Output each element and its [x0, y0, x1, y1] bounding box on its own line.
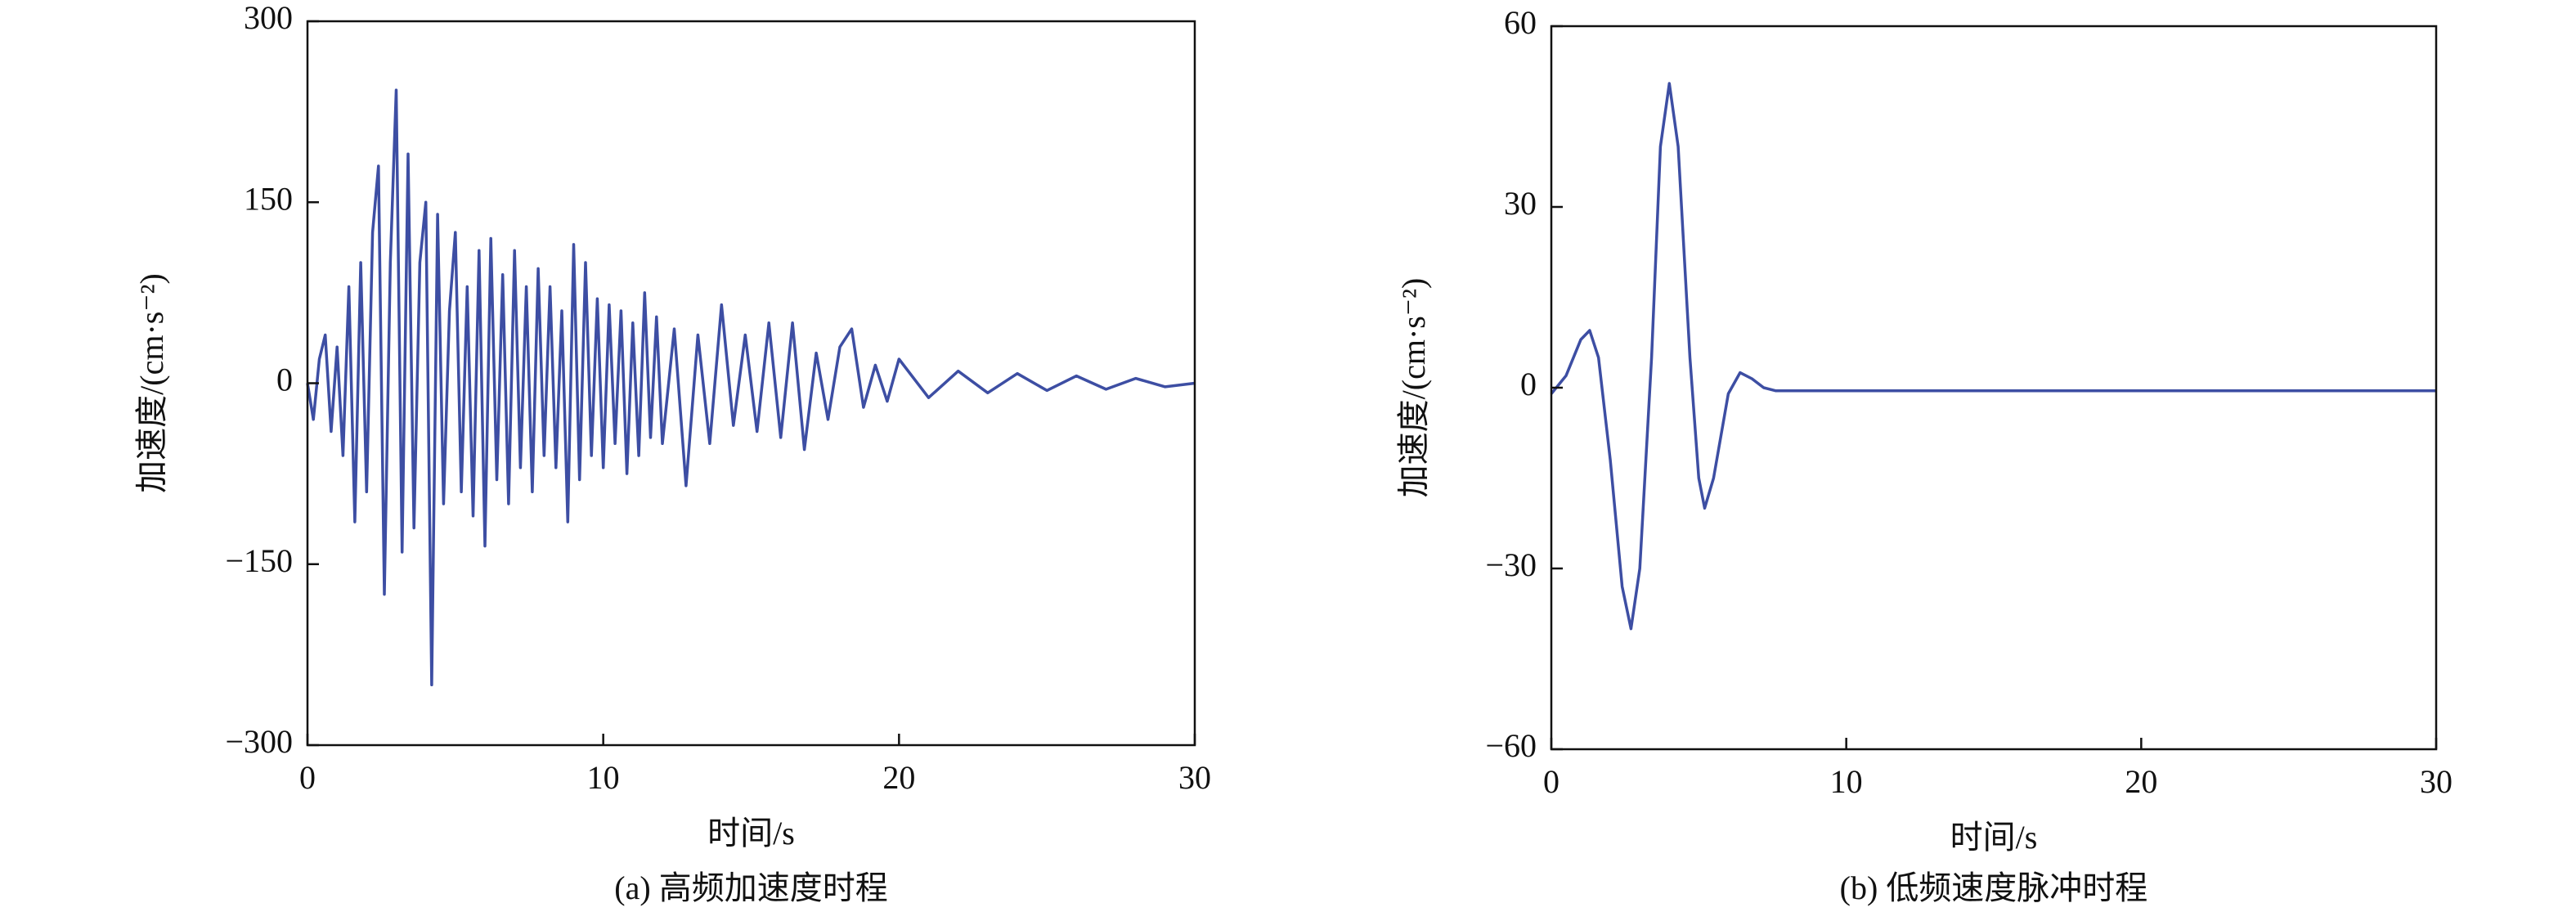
- data-line: [306, 88, 1196, 687]
- y-axis-label: 加速度/(cm·s⁻²): [133, 273, 170, 493]
- caption: (a) 高频加速度时程: [614, 869, 887, 906]
- y-tick-label: 150: [244, 180, 293, 217]
- x-axis-label: 时间/s: [707, 815, 795, 851]
- y-tick-label: −60: [1485, 727, 1537, 764]
- x-tick-label: 10: [587, 759, 620, 796]
- caption: (b) 低频速度脉冲时程: [1840, 869, 2148, 906]
- x-tick-label: 0: [1543, 763, 1560, 800]
- y-tick-label: 30: [1504, 185, 1537, 222]
- y-tick-label: −30: [1485, 546, 1537, 583]
- y-axis-label: 加速度/(cm·s⁻²): [1395, 278, 1432, 498]
- x-tick-label: 30: [1178, 759, 1211, 796]
- y-tick-label: 300: [244, 0, 293, 36]
- plot-frame: [1550, 25, 2438, 751]
- data-line: [1550, 82, 2436, 631]
- x-tick-label: 20: [882, 759, 915, 796]
- x-tick-label: 20: [2125, 763, 2157, 800]
- x-tick-label: 10: [1830, 763, 1863, 800]
- y-tick-label: 0: [276, 362, 293, 398]
- x-tick-label: 0: [299, 759, 316, 796]
- y-tick-label: 60: [1504, 4, 1537, 41]
- y-tick-label: −300: [225, 723, 293, 760]
- y-tick-label: 0: [1520, 366, 1537, 402]
- x-tick-label: 30: [2420, 763, 2453, 800]
- y-tick-label: −150: [225, 542, 293, 579]
- x-axis-label: 时间/s: [1950, 819, 2038, 856]
